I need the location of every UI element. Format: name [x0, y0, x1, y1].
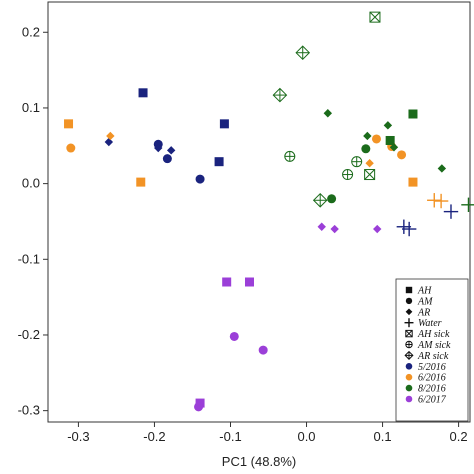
- data-point: [385, 135, 395, 145]
- data-point: [369, 11, 381, 23]
- x-tick-label: -0.1: [219, 429, 241, 444]
- data-point: [383, 121, 393, 130]
- data-point: [272, 87, 288, 103]
- data-point: [323, 109, 333, 118]
- y-tick-label: -0.2: [18, 327, 40, 342]
- legend-marker: [405, 308, 413, 316]
- data-point: [408, 109, 418, 119]
- data-point: [229, 331, 239, 341]
- x-tick-label: -0.2: [143, 429, 165, 444]
- y-tick-label: -0.1: [18, 251, 40, 266]
- data-point: [154, 143, 163, 153]
- data-point: [284, 150, 296, 162]
- legend-marker: [405, 340, 413, 349]
- y-tick-label: 0.1: [22, 100, 40, 115]
- legend-label: 6/2017: [418, 395, 447, 406]
- data-point: [365, 158, 374, 168]
- data-point: [361, 144, 371, 154]
- data-point: [104, 137, 114, 147]
- legend-label: Water: [418, 318, 442, 329]
- data-point: [389, 143, 399, 152]
- data-point: [258, 345, 268, 355]
- legend-marker: [404, 318, 414, 328]
- data-point: [66, 143, 76, 153]
- legend-marker: [405, 286, 413, 294]
- data-point: [330, 224, 339, 234]
- y-axis: -0.3 -0.2 -0.1 0.0 0.1 0.2: [18, 24, 48, 418]
- x-axis: -0.3 -0.2 -0.1 0.0 0.1 0.2: [67, 422, 468, 444]
- data-point: [195, 174, 205, 184]
- data-point: [363, 131, 372, 141]
- x-tick-label: 0.1: [374, 429, 392, 444]
- legend-marker: [405, 297, 413, 305]
- legend-label: AM: [417, 296, 433, 307]
- data-point: [162, 154, 172, 164]
- x-axis-title: PC1 (48.8%): [222, 454, 296, 469]
- data-point: [408, 177, 418, 187]
- legend-label: AH: [417, 286, 432, 297]
- legend-label: 5/2016: [418, 362, 446, 373]
- y-tick-label: 0.2: [22, 24, 40, 39]
- data-point: [342, 169, 354, 181]
- legend-label: AH sick: [417, 329, 450, 340]
- data-point: [351, 156, 363, 168]
- legend-marker: [405, 363, 413, 370]
- data-point: [64, 119, 74, 129]
- legend-label: AR sick: [417, 351, 449, 362]
- data-point: [327, 194, 337, 204]
- legend-marker: [405, 384, 413, 392]
- data-point: [433, 193, 449, 209]
- data-point: [364, 169, 376, 181]
- data-point: [106, 131, 115, 141]
- legend-label: 8/2016: [418, 384, 446, 395]
- data-point: [138, 88, 148, 98]
- data-point: [219, 119, 229, 129]
- data-point: [401, 221, 417, 237]
- legend-marker: [405, 329, 413, 338]
- x-tick-label: 0.2: [450, 429, 468, 444]
- data-point: [222, 277, 232, 287]
- data-point: [397, 150, 407, 160]
- legend-marker: [405, 395, 413, 403]
- data-point: [136, 177, 146, 187]
- data-point: [166, 146, 176, 155]
- data-point: [214, 157, 224, 167]
- legend-label: AM sick: [417, 340, 451, 351]
- legend-label: 6/2016: [418, 373, 446, 384]
- plot-frame: [47, 1, 471, 423]
- data-points: [64, 11, 474, 412]
- legend-marker: [405, 373, 413, 381]
- data-point: [244, 277, 254, 287]
- data-point: [317, 222, 326, 231]
- legend-marker: [404, 350, 414, 360]
- x-tick-label: -0.3: [67, 429, 89, 444]
- data-point: [194, 402, 204, 412]
- data-point: [371, 134, 381, 144]
- data-point: [373, 224, 382, 234]
- data-point: [312, 192, 328, 208]
- x-tick-label: 0.0: [297, 429, 315, 444]
- y-tick-label: 0.0: [22, 176, 40, 191]
- data-point: [461, 197, 474, 213]
- data-point: [437, 164, 447, 173]
- data-point: [443, 204, 459, 219]
- data-point: [427, 193, 442, 208]
- y-tick-label: -0.3: [18, 403, 40, 418]
- data-point: [295, 45, 311, 61]
- legend-label: AR: [417, 307, 430, 318]
